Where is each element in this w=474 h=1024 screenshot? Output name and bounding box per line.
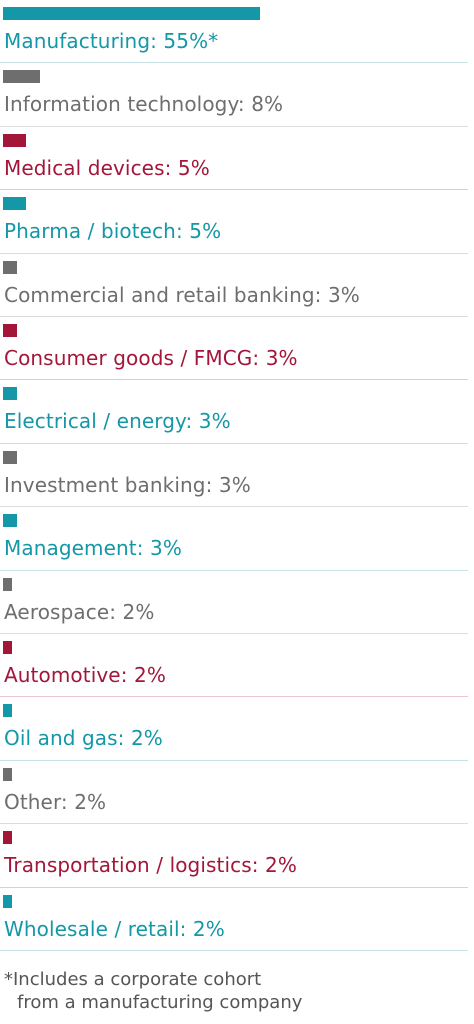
bar-label: Commercial and retail banking: 3% bbox=[4, 282, 360, 307]
footnote: *Includes a corporate cohort from a manu… bbox=[4, 968, 464, 1014]
bar-label: Information technology: 8% bbox=[4, 92, 284, 117]
bar-row: Automotive: 2% bbox=[0, 634, 474, 698]
bar-row: Management: 3% bbox=[0, 507, 474, 571]
bar-row: Oil and gas: 2% bbox=[0, 697, 474, 761]
row-divider bbox=[0, 569, 468, 571]
bar-row: Electrical / energy: 3% bbox=[0, 380, 474, 444]
bar-label: Aerospace: 2% bbox=[4, 599, 155, 624]
bar bbox=[3, 387, 17, 401]
bar bbox=[3, 704, 12, 718]
bar-row: Transportation / logistics: 2% bbox=[0, 824, 474, 888]
bar-label: Transportation / logistics: 2% bbox=[4, 853, 297, 878]
bar-label: Consumer goods / FMCG: 3% bbox=[4, 346, 298, 370]
bar-label: Pharma / biotech: 5% bbox=[4, 219, 222, 244]
row-divider bbox=[0, 696, 468, 698]
row-divider bbox=[0, 823, 468, 825]
bar bbox=[3, 197, 26, 211]
bar-row: Pharma / biotech: 5% bbox=[0, 190, 474, 254]
bar-row: Other: 2% bbox=[0, 761, 474, 825]
bar bbox=[3, 7, 260, 20]
row-divider bbox=[0, 506, 468, 508]
row-divider bbox=[0, 759, 468, 761]
row-divider bbox=[0, 379, 468, 381]
bar-row: Commercial and retail banking: 3% bbox=[0, 254, 474, 317]
bar-row: Manufacturing: 55%* bbox=[0, 0, 474, 64]
bar bbox=[3, 831, 12, 845]
row-divider bbox=[0, 949, 468, 951]
bar-row: Investment banking: 3% bbox=[0, 444, 474, 508]
bar bbox=[3, 450, 17, 464]
bar bbox=[3, 577, 12, 591]
row-divider bbox=[0, 632, 468, 634]
row-divider bbox=[0, 252, 468, 254]
row-divider bbox=[0, 125, 468, 127]
bar bbox=[3, 767, 12, 781]
bar bbox=[3, 70, 40, 84]
row-divider bbox=[0, 442, 468, 444]
bar-label: Oil and gas: 2% bbox=[4, 726, 163, 751]
row-divider bbox=[0, 315, 468, 317]
bar-row: Information technology: 8% bbox=[0, 63, 474, 127]
bar-label: Medical devices: 5% bbox=[4, 155, 210, 180]
bar-row: Consumer goods / FMCG: 3% bbox=[0, 317, 474, 381]
bar-label: Electrical / energy: 3% bbox=[4, 409, 231, 434]
bar-label: Automotive: 2% bbox=[4, 663, 166, 687]
bar bbox=[3, 260, 17, 274]
bar-label: Wholesale / retail: 2% bbox=[4, 916, 225, 941]
bar-row: Medical devices: 5% bbox=[0, 127, 474, 191]
row-divider bbox=[0, 189, 468, 191]
bar bbox=[3, 514, 17, 528]
bar-row: Wholesale / retail: 2% bbox=[0, 888, 474, 951]
bar-label: Other: 2% bbox=[4, 789, 107, 814]
bar bbox=[3, 894, 12, 908]
bar bbox=[3, 133, 26, 147]
bar-row: Aerospace: 2% bbox=[0, 571, 474, 634]
bar-label: Management: 3% bbox=[4, 536, 182, 561]
footnote-line-2: from a manufacturing company bbox=[17, 992, 303, 1013]
bar-label: Investment banking: 3% bbox=[4, 472, 251, 497]
row-divider bbox=[0, 886, 468, 888]
bar bbox=[3, 324, 17, 337]
footnote-line-1: *Includes a corporate cohort bbox=[4, 969, 262, 990]
row-divider bbox=[0, 62, 468, 64]
bar bbox=[3, 641, 12, 654]
bar-label: Manufacturing: 55%* bbox=[4, 29, 219, 53]
